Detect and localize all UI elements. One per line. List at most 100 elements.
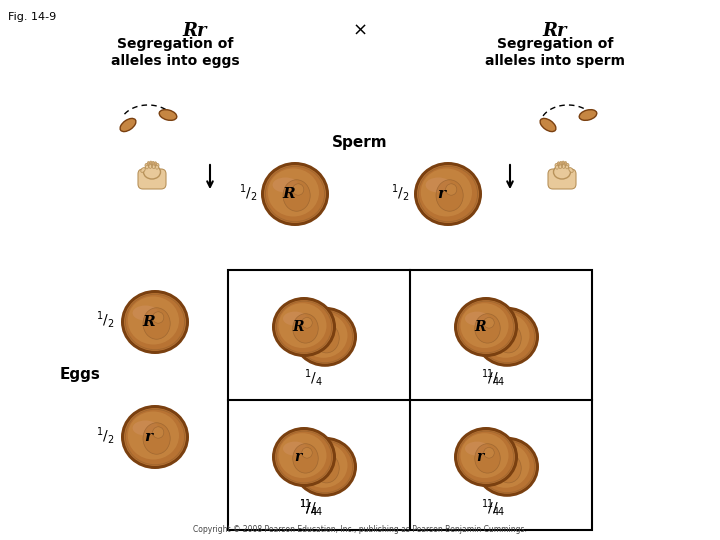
Ellipse shape — [416, 164, 480, 224]
Ellipse shape — [560, 162, 562, 163]
Text: r: r — [438, 187, 446, 201]
Ellipse shape — [143, 308, 170, 339]
Ellipse shape — [559, 164, 562, 167]
Ellipse shape — [283, 312, 307, 326]
Text: Segregation of
alleles into sperm: Segregation of alleles into sperm — [485, 37, 625, 68]
Ellipse shape — [446, 184, 456, 195]
Ellipse shape — [461, 433, 508, 478]
Ellipse shape — [152, 161, 154, 164]
Ellipse shape — [150, 162, 151, 163]
Ellipse shape — [304, 451, 328, 465]
Text: $^1/_4$: $^1/_4$ — [305, 497, 323, 518]
Ellipse shape — [454, 297, 518, 357]
Text: ×: × — [352, 22, 368, 40]
Ellipse shape — [156, 165, 158, 169]
Ellipse shape — [496, 323, 521, 353]
Bar — [228, 270, 592, 530]
Ellipse shape — [153, 164, 156, 167]
Ellipse shape — [283, 442, 307, 456]
Ellipse shape — [557, 162, 559, 165]
Ellipse shape — [302, 318, 312, 328]
Ellipse shape — [323, 327, 333, 338]
Ellipse shape — [456, 299, 516, 355]
Ellipse shape — [475, 307, 539, 367]
Ellipse shape — [295, 439, 355, 495]
Ellipse shape — [474, 314, 500, 343]
Ellipse shape — [477, 309, 537, 365]
Ellipse shape — [302, 448, 312, 458]
Ellipse shape — [279, 303, 326, 348]
Text: Fig. 14-9: Fig. 14-9 — [8, 12, 56, 22]
Ellipse shape — [540, 118, 556, 132]
Ellipse shape — [153, 165, 155, 168]
Ellipse shape — [123, 407, 187, 467]
Ellipse shape — [456, 429, 516, 485]
Ellipse shape — [436, 180, 463, 211]
Ellipse shape — [121, 405, 189, 469]
Ellipse shape — [300, 443, 348, 488]
Ellipse shape — [121, 290, 189, 354]
Ellipse shape — [293, 437, 357, 497]
Text: Segregation of
alleles into eggs: Segregation of alleles into eggs — [111, 37, 239, 68]
Ellipse shape — [268, 168, 319, 217]
Ellipse shape — [556, 165, 559, 169]
Ellipse shape — [293, 307, 357, 367]
Ellipse shape — [153, 312, 163, 323]
Ellipse shape — [128, 296, 179, 345]
Text: Copyright © 2008 Pearson Education, Inc., publishing as Pearson Benjamin Cumming: Copyright © 2008 Pearson Education, Inc.… — [193, 525, 527, 534]
Text: Rr: Rr — [183, 22, 207, 40]
Ellipse shape — [414, 162, 482, 226]
Text: $^1/_4$: $^1/_4$ — [482, 368, 500, 388]
Ellipse shape — [132, 421, 158, 435]
Ellipse shape — [155, 162, 156, 163]
Ellipse shape — [564, 161, 567, 165]
Ellipse shape — [562, 164, 565, 167]
Ellipse shape — [475, 437, 539, 497]
Ellipse shape — [465, 442, 489, 456]
Ellipse shape — [132, 306, 158, 321]
Text: r: r — [294, 450, 302, 464]
Text: $^1/_2$: $^1/_2$ — [96, 309, 114, 330]
Ellipse shape — [482, 443, 529, 488]
Ellipse shape — [555, 164, 558, 167]
Ellipse shape — [128, 411, 179, 460]
Ellipse shape — [148, 161, 150, 165]
Ellipse shape — [274, 429, 334, 485]
Ellipse shape — [562, 162, 564, 163]
Ellipse shape — [323, 457, 333, 468]
Ellipse shape — [263, 164, 327, 224]
Ellipse shape — [505, 327, 516, 338]
Ellipse shape — [314, 454, 339, 483]
Ellipse shape — [159, 110, 177, 120]
Text: $^1/_2$: $^1/_2$ — [391, 181, 410, 202]
Ellipse shape — [300, 313, 348, 358]
Text: r: r — [477, 450, 484, 464]
Text: $^1/_4$: $^1/_4$ — [487, 368, 505, 388]
Ellipse shape — [461, 303, 508, 348]
Ellipse shape — [123, 292, 187, 352]
Ellipse shape — [293, 314, 318, 343]
Text: Sperm: Sperm — [332, 134, 388, 150]
Ellipse shape — [292, 184, 304, 195]
Text: $^1/_4$: $^1/_4$ — [300, 497, 318, 518]
Ellipse shape — [474, 444, 500, 473]
Ellipse shape — [558, 162, 559, 163]
Ellipse shape — [484, 448, 494, 458]
Ellipse shape — [293, 444, 318, 473]
Ellipse shape — [559, 161, 562, 164]
Ellipse shape — [279, 433, 326, 478]
Ellipse shape — [149, 164, 152, 167]
Ellipse shape — [477, 439, 537, 495]
Text: R: R — [313, 460, 325, 474]
Ellipse shape — [559, 165, 562, 168]
Ellipse shape — [272, 297, 336, 357]
Text: R: R — [474, 320, 486, 334]
Ellipse shape — [484, 318, 494, 328]
Ellipse shape — [505, 457, 516, 468]
Ellipse shape — [145, 164, 148, 167]
Ellipse shape — [569, 167, 573, 172]
Ellipse shape — [261, 162, 329, 226]
Ellipse shape — [566, 165, 568, 169]
Ellipse shape — [153, 162, 154, 163]
Ellipse shape — [148, 162, 149, 163]
